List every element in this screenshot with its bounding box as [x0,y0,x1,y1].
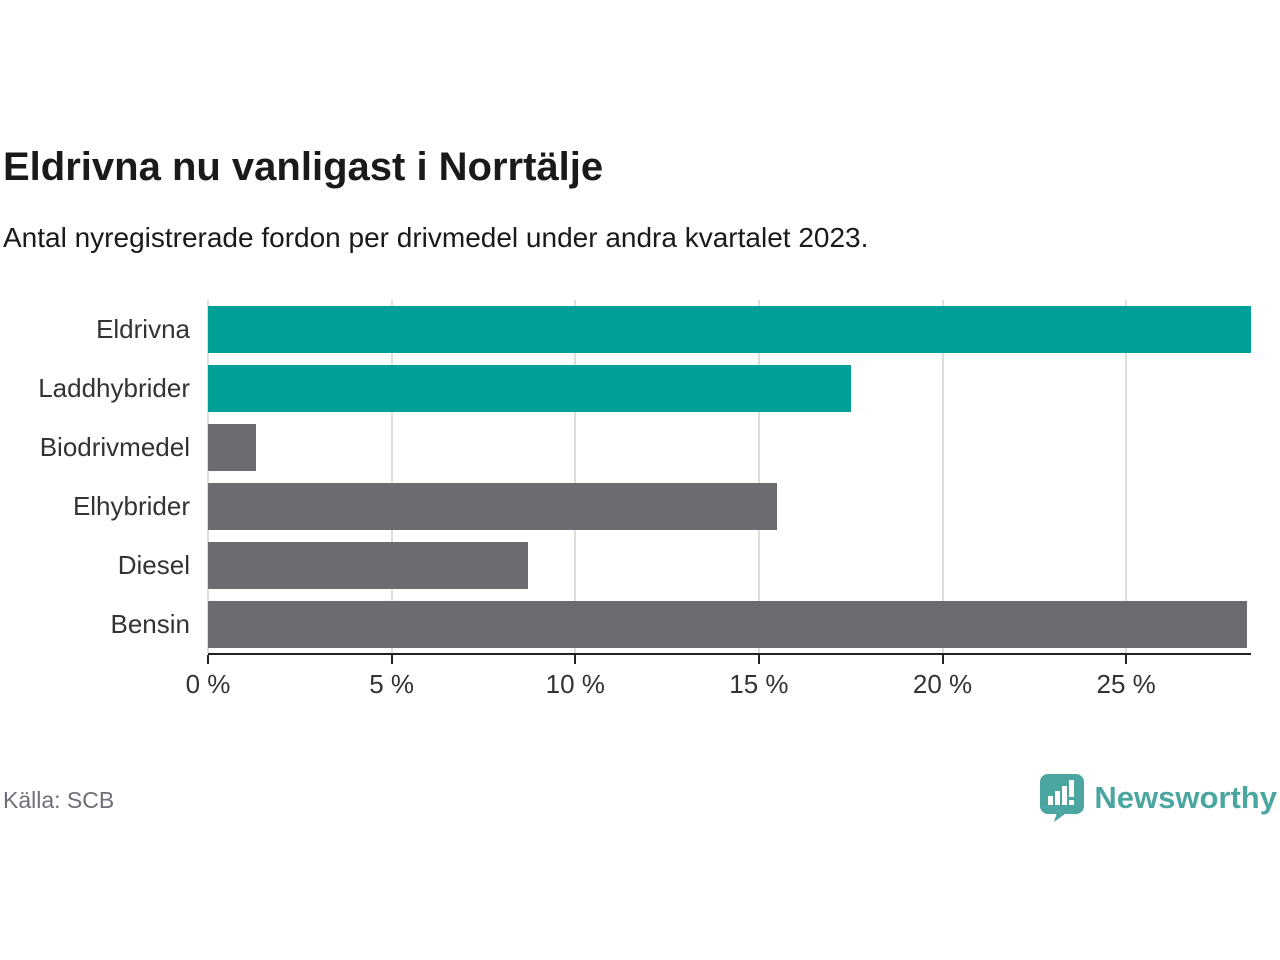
gridline [574,300,577,654]
axis-tick [941,655,944,664]
gridline [941,300,944,654]
axis-tick [1125,655,1128,664]
chart-subtitle: Antal nyregistrerade fordon per drivmede… [3,222,869,253]
newsworthy-logo-icon [1040,774,1085,822]
axis-tick [757,655,760,664]
tick-label: 10 % [545,669,605,699]
bar-laddhybrider [208,365,851,412]
bar-eldrivna [208,306,1251,353]
plot-area [207,300,1251,654]
bar-diesel [208,542,528,589]
category-axis: Eldrivna Laddhybrider Biodrivmedel Elhybrid… [0,300,190,654]
category-label: Bensin [110,609,191,639]
bar-elhybrider [208,483,778,530]
x-axis-line [208,653,1251,655]
category-label: Diesel [117,550,190,580]
bar-biodrivmedel [208,424,256,471]
axis-tick [574,655,577,664]
bar-bensin [208,601,1248,648]
gridline [1125,300,1128,654]
chart-title: Eldrivna nu vanligast i Norrtälje [3,145,604,189]
tick-label: 0 % [185,669,231,699]
x-axis-ticks: 0 % 5 % 10 % 15 % 20 % 25 % [186,655,1251,715]
gridline [757,300,760,654]
tick-label: 25 % [1096,669,1156,699]
tick-label: 20 % [912,669,973,699]
tick-label: 5 % [369,669,415,699]
brand-logo: Newsworthy [1040,774,1277,822]
axis-tick [390,655,393,664]
gridline [390,300,393,654]
gridline [207,300,209,654]
category-label: Eldrivna [96,314,190,344]
category-label: Elhybrider [72,491,190,521]
source-label: Källa: SCB [3,787,115,813]
tick-label: 15 % [729,669,789,699]
brand-name: Newsworthy [1094,780,1277,815]
category-label: Biodrivmedel [39,432,190,462]
category-label: Laddhybrider [38,373,190,403]
axis-tick [207,655,209,664]
